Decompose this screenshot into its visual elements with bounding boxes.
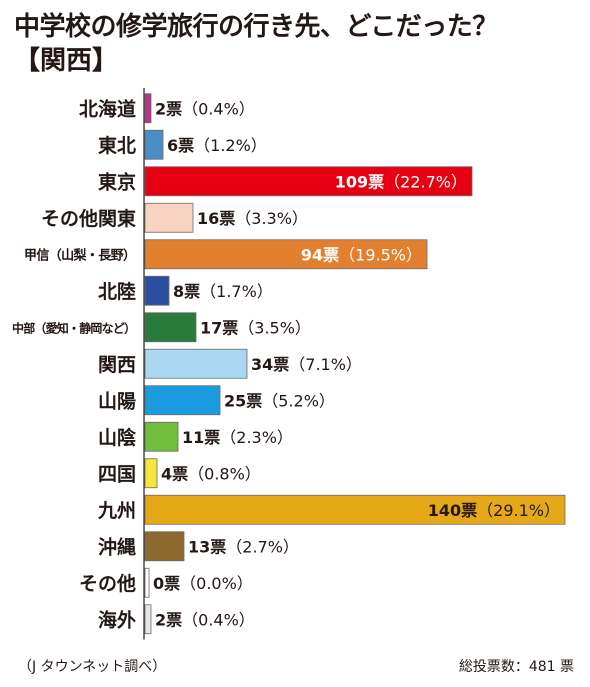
- vote-count: 25票: [224, 391, 262, 410]
- vote-percent: （7.1%）: [289, 355, 362, 374]
- bar: [144, 275, 170, 306]
- bar: [144, 458, 158, 489]
- vote-percent: （29.1%）: [477, 501, 560, 520]
- value-label: 25票（5.2%）: [224, 391, 335, 410]
- vote-count: 94票: [301, 245, 339, 264]
- category-label: 沖縄: [98, 535, 136, 558]
- vote-percent: （0.8%）: [188, 464, 261, 483]
- category-label: その他: [79, 572, 136, 595]
- category-label: 山陽: [98, 390, 136, 412]
- vote-percent: （3.3%）: [235, 209, 308, 228]
- bar: [144, 531, 185, 562]
- bar: [144, 312, 197, 343]
- chart-title: 中学校の修学旅行の行き先、どこだった？: [14, 12, 498, 42]
- bar: [144, 494, 566, 525]
- category-label: 山陰: [98, 426, 137, 449]
- category-label: 東北: [98, 134, 136, 157]
- vote-count: 0票: [153, 574, 180, 593]
- vote-percent: （22.7%）: [384, 172, 467, 191]
- value-label: 4票（0.8%）: [161, 464, 261, 483]
- category-label: 海外: [98, 608, 136, 631]
- vote-percent: （0.4%）: [182, 99, 255, 118]
- value-label: 11票（2.3%）: [182, 428, 293, 447]
- category-label: 北海道: [79, 97, 136, 120]
- vote-count: 13票: [188, 537, 226, 556]
- vote-count: 17票: [200, 318, 238, 337]
- category-label: 東京: [98, 170, 136, 193]
- vote-count: 4票: [161, 464, 188, 483]
- vote-count: 2票: [155, 610, 182, 629]
- vote-percent: （1.7%）: [200, 282, 273, 301]
- category-label: 九州: [97, 500, 136, 522]
- total-votes: 総投票数：481 票: [458, 659, 574, 675]
- category-label: 関西: [98, 354, 136, 376]
- bar: [144, 166, 473, 197]
- bar: [144, 385, 221, 416]
- value-label: 16票（3.3%）: [197, 209, 308, 228]
- value-label: 94票（19.5%）: [301, 245, 422, 264]
- vote-count: 11票: [182, 428, 220, 447]
- source-note: （J タウンネット調べ）: [18, 659, 167, 675]
- value-label: 34票（7.1%）: [251, 355, 362, 374]
- chart-subtitle: 【関西】: [14, 46, 119, 76]
- category-label: その他関東: [41, 207, 136, 230]
- vote-count: 2票: [155, 99, 182, 118]
- vote-percent: （2.3%）: [220, 428, 293, 447]
- value-label: 140票（29.1%）: [428, 501, 560, 520]
- vote-percent: （2.7%）: [226, 537, 299, 556]
- vote-percent: （19.5%）: [339, 245, 422, 264]
- vote-percent: （0.0%）: [180, 574, 253, 593]
- value-label: 13票（2.7%）: [188, 537, 299, 556]
- category-label: 甲信（山梨・長野）: [24, 247, 136, 263]
- vote-count: 140票: [428, 501, 477, 520]
- value-label: 2票（0.4%）: [155, 99, 255, 118]
- bar: [144, 567, 150, 598]
- value-label: 109票（22.7%）: [335, 172, 467, 191]
- vote-percent: （5.2%）: [262, 391, 335, 410]
- category-label: 四国: [98, 463, 136, 485]
- value-label: 8票（1.7%）: [173, 282, 273, 301]
- bar: [144, 239, 428, 270]
- category-label: 中部（愛知・静岡など）: [12, 320, 136, 335]
- vote-percent: （3.5%）: [238, 318, 311, 337]
- bar: [144, 348, 248, 379]
- vote-count: 8票: [173, 282, 200, 301]
- vote-percent: （1.2%）: [194, 136, 267, 155]
- vote-count: 34票: [251, 355, 289, 374]
- bar: [144, 129, 164, 160]
- vote-count: 16票: [197, 209, 235, 228]
- bar: [144, 93, 152, 124]
- value-label: 17票（3.5%）: [200, 318, 311, 337]
- bar: [144, 604, 152, 635]
- bar: [144, 202, 194, 233]
- vote-percent: （0.4%）: [182, 610, 255, 629]
- bar: [144, 421, 179, 452]
- value-label: 6票（1.2%）: [167, 136, 267, 155]
- category-label: 北陸: [98, 280, 136, 303]
- vote-count: 109票: [335, 172, 384, 191]
- value-label: 0票（0.0%）: [153, 574, 253, 593]
- value-label: 2票（0.4%）: [155, 610, 255, 629]
- vote-count: 6票: [167, 136, 194, 155]
